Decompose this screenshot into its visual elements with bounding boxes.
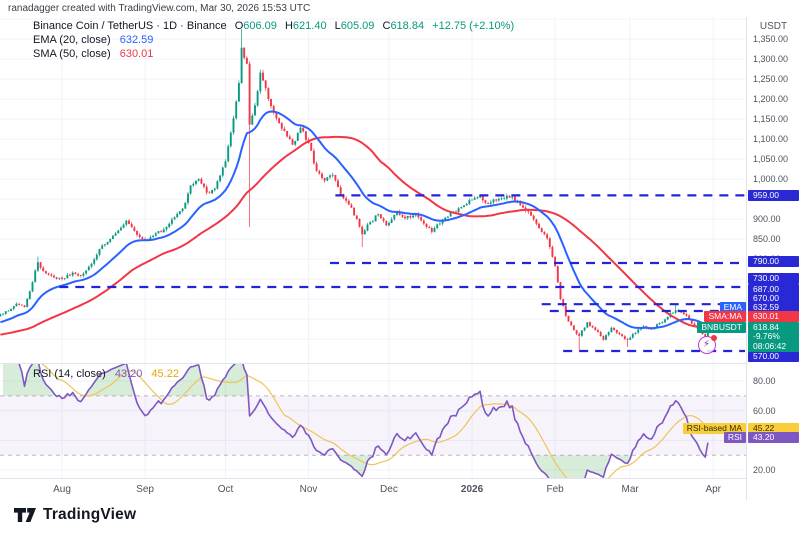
rsi-legend-row[interactable]: RSI (14, close) 43.20 45.22 — [33, 368, 179, 380]
time-label-sep: Sep — [136, 484, 154, 495]
rsi-tick: 60.00 — [753, 405, 776, 416]
price-tick: 1,250.00 — [753, 74, 789, 84]
price-level-badge: 570.00 — [748, 350, 799, 362]
price-level-badge: 790.00 — [748, 255, 799, 267]
price-tick: 1,150.00 — [753, 114, 789, 124]
price-tick: 1,000.00 — [753, 174, 789, 184]
sma-value: 630.01 — [119, 48, 154, 60]
time-label-apr: Apr — [705, 484, 722, 495]
sma-chip: SMA:MA — [704, 311, 746, 322]
axis-separator — [746, 17, 747, 500]
ema-legend-row[interactable]: EMA (20, close) 632.59 — [33, 34, 154, 46]
price-tick: 1,200.00 — [753, 94, 789, 104]
open-value: 606.09 — [243, 20, 277, 32]
price-tick: 1,350.00 — [753, 34, 789, 44]
ema-chip: EMA — [719, 302, 746, 313]
time-label-mar: Mar — [621, 484, 639, 495]
rsi-chip: RSI — [723, 432, 746, 443]
symbol-title: Binance Coin / TetherUS · 1D · Binance — [33, 20, 227, 32]
price-tick: 1,300.00 — [753, 54, 789, 64]
low-value: 605.09 — [340, 20, 375, 32]
brand-text: TradingView — [43, 506, 137, 523]
price-axis[interactable]: USDT 1,350.00 1,300.00 1,250.00 1,200.00 1,1… — [747, 17, 800, 500]
symbol-legend-row[interactable]: Binance Coin / TetherUS · 1D · Binance O… — [33, 20, 515, 32]
rsi-tick: 20.00 — [753, 465, 776, 476]
main-legend: Binance Coin / TetherUS · 1D · Binance O… — [33, 20, 514, 62]
rsi-tick: 80.00 — [753, 376, 776, 387]
last-price-badge: 618.84 -9.76% 08:06:42 — [748, 322, 799, 352]
price-level-badge: 959.00 — [748, 190, 799, 201]
ema-axis-badge: 632.59 — [748, 302, 799, 313]
rsi-legend: RSI (14, close) 43.20 45.22 — [33, 368, 179, 382]
axis-unit-label: USDT — [759, 21, 788, 32]
attribution-text: ranadagger created with TradingView.com,… — [8, 3, 311, 14]
price-tick: 1,050.00 — [753, 154, 789, 164]
price-level-badge: 670.00 — [748, 293, 799, 304]
close-value: 618.84 — [390, 20, 425, 32]
notification-dot — [711, 335, 717, 341]
tradingview-mark-icon — [14, 507, 36, 522]
rsi-pane[interactable] — [0, 364, 746, 478]
tradingview-logo[interactable]: TradingView — [14, 506, 136, 524]
rsi-ma-value: 45.22 — [151, 368, 179, 380]
price-level-badge: 730.00 — [748, 273, 799, 284]
high-value: 621.40 — [292, 20, 327, 32]
lightning-bolt-icon: ⚡︎ — [703, 339, 711, 350]
flash-icon[interactable]: ⚡︎ — [698, 335, 717, 354]
price-tick: 850.00 — [753, 234, 781, 244]
sma-legend-row[interactable]: SMA (50, close) 630.01 — [33, 48, 154, 60]
price-tick: 900.00 — [753, 214, 781, 224]
rsi-axis-badge: 43.20 — [748, 432, 799, 443]
ema-value: 632.59 — [119, 34, 154, 46]
time-label-oct: Oct — [217, 484, 234, 495]
symbol-chip: BNBUSDT — [697, 322, 746, 333]
time-label-dec: Dec — [380, 484, 398, 495]
price-tick: 1,100.00 — [753, 134, 789, 144]
pane-separator[interactable] — [0, 363, 800, 364]
time-axis[interactable]: Aug Sep Oct Nov Dec 2026 Feb Mar Apr — [0, 478, 746, 501]
rsi-value: 43.20 — [114, 368, 143, 380]
price-level-badge: 687.00 — [748, 284, 799, 295]
change-value: +12.75 (+2.10%) — [432, 20, 515, 32]
time-label-2026: 2026 — [460, 484, 484, 495]
main-price-pane[interactable] — [0, 17, 746, 363]
sma-axis-badge: 630.01 — [748, 311, 799, 322]
rsi-ma-axis-badge: 45.22 — [748, 423, 799, 434]
rsi-ma-chip: RSI-based MA — [682, 423, 746, 434]
time-label-nov: Nov — [299, 484, 318, 495]
time-label-aug: Aug — [53, 484, 71, 495]
time-label-feb: Feb — [546, 484, 564, 495]
